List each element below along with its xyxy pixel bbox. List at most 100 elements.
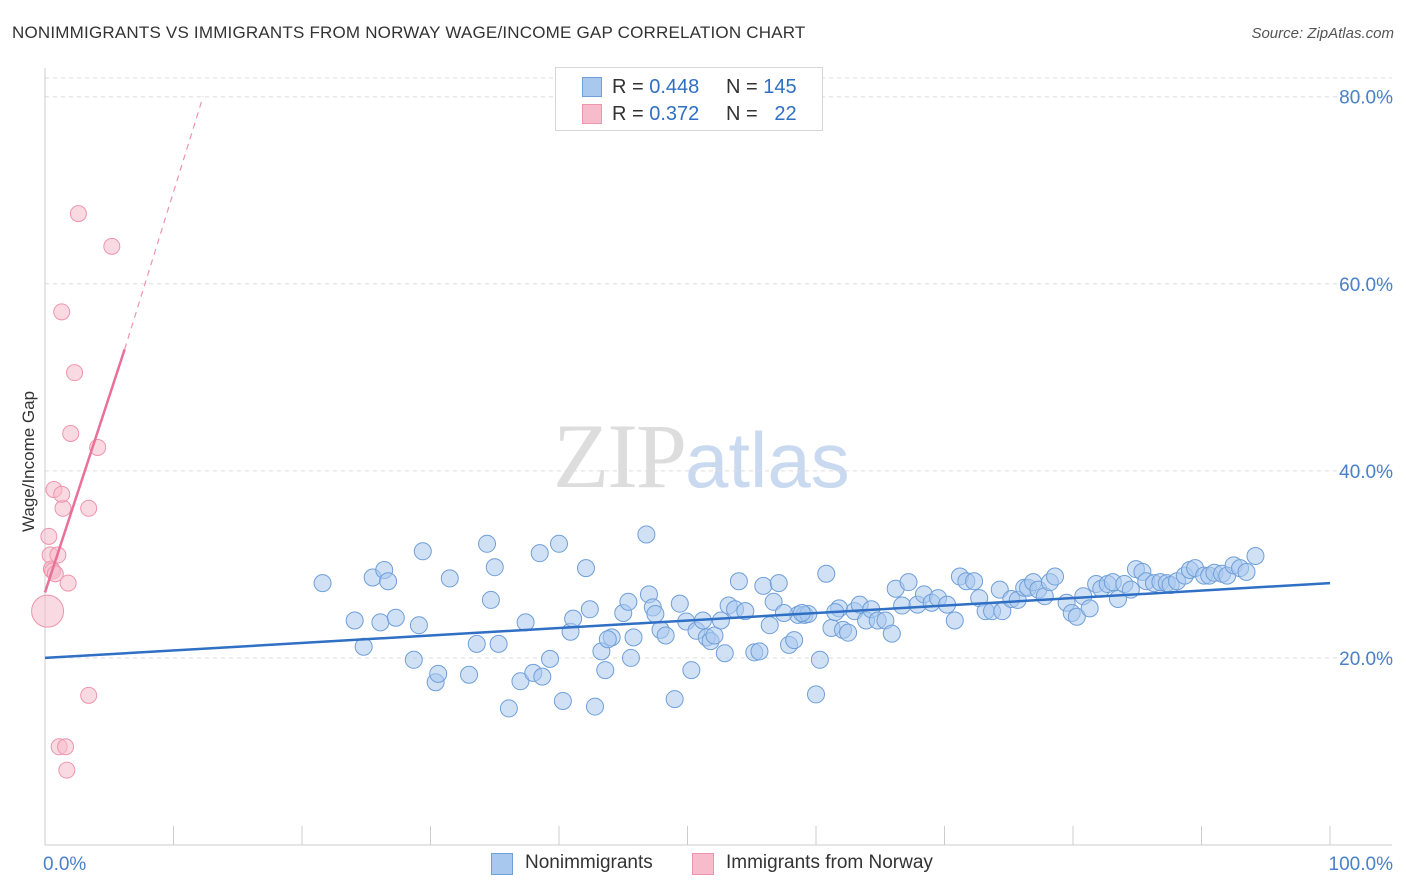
trendline-immigrants-norway-extension: [124, 96, 204, 350]
point-nonimmigrants: [945, 611, 964, 630]
point-nonimmigrants: [774, 604, 793, 623]
legend-label: Immigrants from Norway: [726, 852, 933, 873]
point-nonimmigrants: [460, 665, 479, 684]
point-nonimmigrants: [489, 634, 508, 653]
point-nonimmigrants: [711, 611, 730, 630]
point-immigrants-norway: [58, 761, 76, 779]
point-nonimmigrants: [1237, 562, 1256, 581]
point-nonimmigrants: [511, 672, 530, 691]
point-immigrants-norway: [62, 424, 80, 442]
point-nonimmigrants: [769, 574, 788, 593]
r-label: R =: [612, 76, 644, 98]
point-nonimmigrants: [499, 699, 518, 718]
pink-swatch-icon: [692, 853, 714, 875]
point-nonimmigrants: [440, 569, 459, 588]
n-value: 145: [763, 76, 797, 98]
point-nonimmigrants: [485, 558, 504, 577]
point-nonimmigrants: [516, 613, 535, 632]
point-immigrants-norway: [59, 574, 77, 592]
point-nonimmigrants: [750, 642, 769, 661]
point-nonimmigrants: [965, 572, 984, 591]
r-value: 0.372: [649, 103, 700, 125]
point-nonimmigrants: [481, 590, 500, 609]
point-immigrants-norway: [80, 686, 98, 704]
point-nonimmigrants: [404, 650, 423, 669]
point-immigrants-norway: [66, 364, 84, 382]
point-nonimmigrants: [810, 650, 829, 669]
r-label: R =: [612, 103, 644, 125]
point-immigrants-norway: [80, 499, 98, 517]
point-nonimmigrants: [682, 661, 701, 680]
blue-swatch-icon: [582, 77, 602, 97]
watermark-atlas: atlas: [685, 416, 850, 504]
point-nonimmigrants: [882, 624, 901, 643]
point-nonimmigrants: [553, 691, 572, 710]
point-nonimmigrants: [1046, 567, 1065, 586]
point-nonimmigrants: [478, 534, 497, 553]
y-tick-label: 60.0%: [1339, 275, 1393, 296]
point-immigrants-norway: [40, 527, 58, 545]
point-nonimmigrants: [637, 525, 656, 544]
point-nonimmigrants: [893, 596, 912, 615]
point-nonimmigrants: [621, 648, 640, 667]
point-nonimmigrants: [564, 609, 583, 628]
point-nonimmigrants: [576, 559, 595, 578]
point-immigrants-norway: [31, 594, 65, 628]
point-immigrants-norway: [54, 499, 72, 517]
legend-label: Nonimmigrants: [525, 852, 653, 873]
point-nonimmigrants: [764, 592, 783, 611]
point-nonimmigrants: [409, 616, 428, 635]
point-immigrants-norway: [53, 303, 71, 321]
point-nonimmigrants: [785, 631, 804, 650]
r-value: 0.448: [649, 76, 700, 98]
point-nonimmigrants: [371, 613, 390, 632]
point-immigrants-norway: [53, 485, 71, 503]
point-nonimmigrants: [379, 572, 398, 591]
point-nonimmigrants: [530, 544, 549, 563]
source-label: Source: ZipAtlas.com: [1251, 25, 1394, 42]
point-immigrants-norway: [103, 237, 121, 255]
point-nonimmigrants: [656, 626, 675, 645]
point-nonimmigrants: [580, 600, 599, 619]
n-label: N =: [726, 103, 758, 125]
x-tick-label: 0.0%: [43, 854, 86, 875]
point-nonimmigrants: [646, 604, 665, 623]
y-tick-label: 20.0%: [1339, 649, 1393, 670]
point-immigrants-norway: [57, 738, 75, 756]
watermark: ZIPatlas: [553, 403, 850, 509]
point-nonimmigrants: [670, 594, 689, 613]
y-tick-label: 40.0%: [1339, 462, 1393, 483]
trendline-immigrants-norway: [43, 348, 126, 593]
point-nonimmigrants: [729, 572, 748, 591]
point-nonimmigrants: [760, 616, 779, 635]
point-nonimmigrants: [807, 685, 825, 704]
point-nonimmigrants: [413, 542, 432, 561]
point-nonimmigrants: [429, 664, 448, 683]
point-nonimmigrants: [596, 661, 615, 680]
point-nonimmigrants: [705, 626, 724, 645]
watermark-zip: ZIP: [553, 405, 687, 507]
point-nonimmigrants: [736, 602, 755, 621]
y-axis-label: Wage/Income Gap: [19, 391, 38, 532]
point-nonimmigrants: [624, 628, 643, 647]
point-nonimmigrants: [1080, 599, 1099, 618]
point-nonimmigrants: [665, 690, 684, 709]
trendline-nonimmigrants: [44, 581, 1331, 660]
point-nonimmigrants: [817, 564, 836, 583]
point-immigrants-norway: [69, 205, 87, 223]
point-nonimmigrants: [386, 608, 405, 627]
point-nonimmigrants: [550, 534, 568, 553]
point-nonimmigrants: [598, 630, 617, 649]
point-nonimmigrants: [754, 576, 773, 595]
point-nonimmigrants: [1067, 607, 1086, 626]
point-nonimmigrants: [839, 623, 858, 642]
point-nonimmigrants: [345, 611, 364, 630]
chart-title: NONIMMIGRANTS VS IMMIGRANTS FROM NORWAY …: [12, 23, 806, 42]
point-nonimmigrants: [619, 592, 638, 611]
blue-swatch-icon: [491, 853, 513, 875]
point-nonimmigrants: [541, 649, 560, 668]
y-tick-label: 80.0%: [1339, 88, 1393, 109]
point-nonimmigrants: [899, 573, 918, 592]
point-nonimmigrants: [585, 697, 604, 716]
